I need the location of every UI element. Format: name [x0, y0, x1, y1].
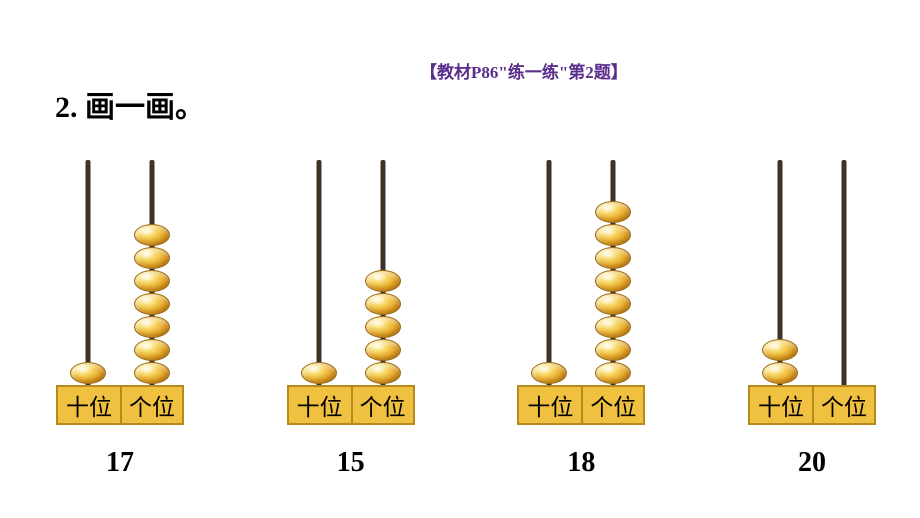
rod-line: [316, 160, 321, 385]
place-labels: 十位个位: [748, 385, 876, 425]
bead: [301, 362, 337, 384]
label-tens: 十位: [287, 385, 351, 425]
rods-area: [748, 155, 876, 385]
place-labels: 十位个位: [517, 385, 645, 425]
bead: [531, 362, 567, 384]
label-ones: 个位: [581, 385, 645, 425]
beads-ones: [595, 201, 631, 385]
rod-tens: [287, 155, 351, 385]
place-labels: 十位个位: [56, 385, 184, 425]
bead: [134, 362, 170, 384]
number-label: 17: [106, 447, 134, 479]
bead: [762, 339, 798, 361]
bead: [134, 247, 170, 269]
rod-line: [86, 160, 91, 385]
rods-area: [287, 155, 415, 385]
beads-ones: [365, 270, 401, 385]
header-note: 【教材P86"练一练"第2题】: [420, 58, 628, 83]
bead: [134, 293, 170, 315]
label-tens: 十位: [56, 385, 120, 425]
beads-tens: [301, 362, 337, 385]
rod-ones: [581, 155, 645, 385]
bead: [70, 362, 106, 384]
rod-ones: [812, 155, 876, 385]
beads-tens: [70, 362, 106, 385]
bead: [595, 247, 631, 269]
place-labels: 十位个位: [287, 385, 415, 425]
rod-tens: [56, 155, 120, 385]
bead: [595, 316, 631, 338]
label-tens: 十位: [748, 385, 812, 425]
beads-tens: [531, 362, 567, 385]
rod-line: [547, 160, 552, 385]
bead: [365, 339, 401, 361]
beads-ones: [134, 224, 170, 385]
bead: [134, 339, 170, 361]
bead: [762, 362, 798, 384]
abacus-17: 十位个位 17: [56, 155, 184, 479]
bead: [365, 362, 401, 384]
number-label: 15: [337, 447, 365, 479]
question-title: 2. 画一画。: [55, 82, 205, 126]
bead: [595, 339, 631, 361]
bead: [365, 270, 401, 292]
bead: [595, 362, 631, 384]
bead: [365, 293, 401, 315]
abacus-row: 十位个位17十位个位15十位个位18十位个位20: [56, 155, 876, 479]
label-ones: 个位: [812, 385, 876, 425]
rod-line: [841, 160, 846, 385]
number-label: 18: [567, 447, 595, 479]
bead: [134, 270, 170, 292]
rod-tens: [748, 155, 812, 385]
rod-ones: [120, 155, 184, 385]
bead: [134, 224, 170, 246]
label-ones: 个位: [351, 385, 415, 425]
number-label: 20: [798, 447, 826, 479]
bead: [134, 316, 170, 338]
abacus-15: 十位个位 15: [287, 155, 415, 479]
abacus-18: 十位个位 18: [517, 155, 645, 479]
label-tens: 十位: [517, 385, 581, 425]
rods-area: [56, 155, 184, 385]
bead: [595, 201, 631, 223]
abacus-20: 十位个位 20: [748, 155, 876, 479]
label-ones: 个位: [120, 385, 184, 425]
bead: [595, 293, 631, 315]
rod-ones: [351, 155, 415, 385]
rods-area: [517, 155, 645, 385]
bead: [365, 316, 401, 338]
bead: [595, 224, 631, 246]
beads-tens: [762, 339, 798, 385]
bead: [595, 270, 631, 292]
rod-tens: [517, 155, 581, 385]
